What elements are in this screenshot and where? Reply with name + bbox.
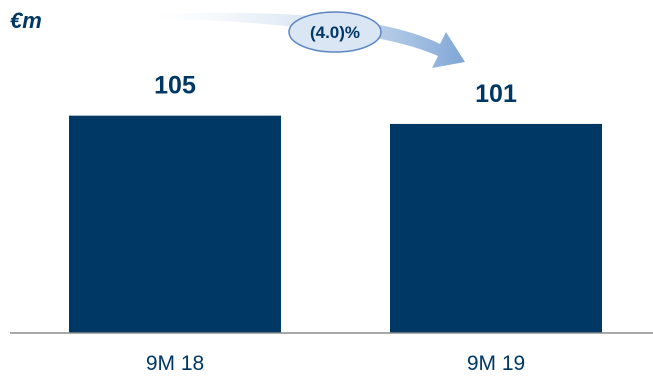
change-bubble: (4.0)% xyxy=(288,11,382,53)
value-label: 101 xyxy=(475,80,517,108)
change-arrow xyxy=(152,12,465,68)
bar-9m-18 xyxy=(69,115,281,334)
bars-layer xyxy=(69,115,602,334)
value-labels-layer: 105 101 xyxy=(154,72,517,108)
change-bubble-shape xyxy=(288,11,382,53)
bar-9m-19 xyxy=(390,123,602,334)
change-label: (4.0)% xyxy=(310,23,360,42)
value-label: 105 xyxy=(154,72,196,100)
category-label: 9M 18 xyxy=(146,352,204,375)
category-label: 9M 19 xyxy=(467,352,525,375)
unit-label: €m xyxy=(10,8,42,33)
category-labels-layer: 9M 18 9M 19 xyxy=(146,352,525,375)
